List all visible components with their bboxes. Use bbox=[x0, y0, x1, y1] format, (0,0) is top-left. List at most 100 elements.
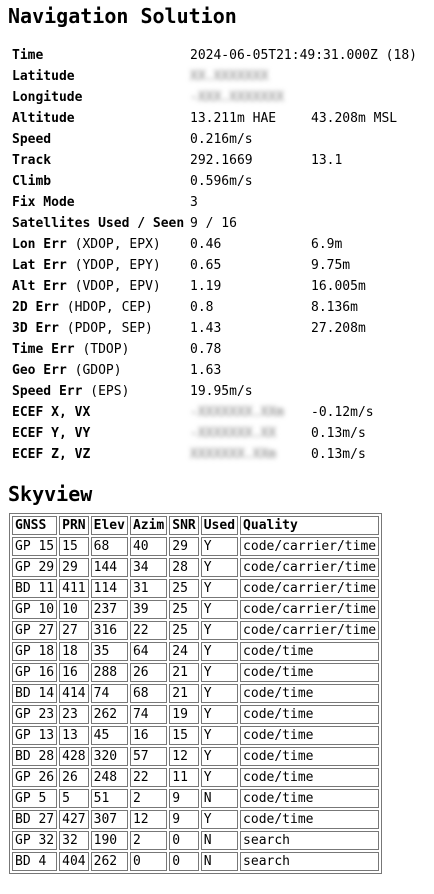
skyview-cell: 427 bbox=[59, 810, 89, 829]
nav-row: Longitude -XXX.XXXXXXX bbox=[10, 87, 419, 108]
skyview-cell: 29 bbox=[59, 558, 89, 577]
skyview-cell: GP 10 bbox=[12, 600, 58, 619]
nav-row-secondary-value: 16.005m bbox=[311, 279, 366, 294]
skyview-cell: 68 bbox=[129, 684, 168, 703]
skyview-cell: 248 bbox=[90, 768, 128, 787]
nav-label-text: Time Err bbox=[12, 342, 75, 357]
skyview-column-header: Quality bbox=[240, 516, 380, 535]
skyview-cell: GP 32 bbox=[12, 831, 58, 850]
nav-row: Climb 0.596m/s bbox=[10, 171, 419, 192]
nav-row: Track 292.1669 13.1 bbox=[10, 150, 419, 171]
nav-row: ECEF Z, VZ XXXXXXX.XXm 0.13m/s bbox=[10, 444, 419, 465]
skyview-cell: 26 bbox=[59, 768, 89, 787]
skyview-cell: 35 bbox=[90, 642, 128, 661]
nav-label-text: Geo Err bbox=[12, 363, 67, 378]
skyview-cell: 18 bbox=[59, 642, 89, 661]
nav-label-text: Latitude bbox=[12, 69, 75, 84]
skyview-cell: 21 bbox=[169, 663, 199, 682]
skyview-cell: 34 bbox=[129, 558, 168, 577]
skyview-cell: 19 bbox=[169, 705, 199, 724]
nav-label-text: 2D Err bbox=[12, 300, 59, 315]
skyview-cell: 2 bbox=[129, 789, 168, 808]
skyview-cell: 29 bbox=[169, 537, 199, 556]
nav-row-value: 1.43 bbox=[190, 321, 222, 336]
nav-row-secondary-value: 6.9m bbox=[311, 237, 343, 252]
skyview-cell: code/time bbox=[240, 768, 380, 787]
skyview-cell: 5 bbox=[59, 789, 89, 808]
skyview-header-row: GNSS PRN Elev Azim SNR Used Quality bbox=[12, 516, 380, 535]
nav-row-label: Lon Err (XDOP, EPX) bbox=[10, 234, 188, 255]
nav-row-label: Time bbox=[10, 45, 188, 66]
skyview-cell: Y bbox=[200, 810, 239, 829]
skyview-cell: 0 bbox=[169, 831, 199, 850]
nav-row-label: Latitude bbox=[10, 66, 188, 87]
nav-row-label: ECEF Y, VY bbox=[10, 423, 188, 444]
nav-label-text: Altitude bbox=[12, 111, 75, 126]
skyview-cell: Y bbox=[200, 600, 239, 619]
nav-row: Lat Err (YDOP, EPY) 0.65 9.75m bbox=[10, 255, 419, 276]
nav-row-label: Altitude bbox=[10, 108, 188, 129]
skyview-cell: Y bbox=[200, 537, 239, 556]
nav-label-subtext: (YDOP, EPY) bbox=[66, 258, 161, 273]
skyview-cell: 64 bbox=[129, 642, 168, 661]
skyview-cell: 32 bbox=[59, 831, 89, 850]
nav-row-value: XX.XXXXXXX bbox=[190, 69, 269, 84]
skyview-cell: code/time bbox=[240, 789, 380, 808]
skyview-cell: 10 bbox=[59, 600, 89, 619]
skyview-column-header: Azim bbox=[129, 516, 168, 535]
skyview-cell: 316 bbox=[90, 621, 128, 640]
nav-row: Latitude XX.XXXXXXX bbox=[10, 66, 419, 87]
nav-row-label: Time Err (TDOP) bbox=[10, 339, 188, 360]
skyview-cell: BD 28 bbox=[12, 747, 58, 766]
skyview-cell: 2 bbox=[129, 831, 168, 850]
nav-label-text: Climb bbox=[12, 174, 52, 189]
nav-label-subtext: (VDOP, EPV) bbox=[66, 279, 161, 294]
nav-row-label: 2D Err (HDOP, CEP) bbox=[10, 297, 188, 318]
skyview-cell: code/time bbox=[240, 810, 380, 829]
skyview-cell: 9 bbox=[169, 789, 199, 808]
nav-label-subtext: (XDOP, EPX) bbox=[66, 237, 161, 252]
nav-row-value: -XXXXXXX.XX bbox=[190, 426, 277, 441]
nav-row-secondary-value: 13.1 bbox=[311, 153, 343, 168]
skyview-cell: code/carrier/time bbox=[240, 579, 380, 598]
skyview-cell: 25 bbox=[169, 600, 199, 619]
skyview-cell: search bbox=[240, 852, 380, 871]
skyview-cell: GP 29 bbox=[12, 558, 58, 577]
nav-label-subtext: (GDOP) bbox=[66, 363, 122, 378]
nav-row-secondary-value bbox=[309, 192, 419, 213]
navigation-solution-table: Time 2024-06-05T21:49:31.000Z (18) Latitud… bbox=[10, 45, 419, 465]
nav-row: 3D Err (PDOP, SEP) 1.43 27.208m bbox=[10, 318, 419, 339]
nav-row-secondary-value bbox=[309, 129, 419, 150]
skyview-cell: code/time bbox=[240, 684, 380, 703]
skyview-cell: code/time bbox=[240, 663, 380, 682]
nav-row-label: Lat Err (YDOP, EPY) bbox=[10, 255, 188, 276]
nav-row: Alt Err (VDOP, EPV) 1.19 16.005m bbox=[10, 276, 419, 297]
skyview-cell: 13 bbox=[59, 726, 89, 745]
nav-label-text: Alt Err bbox=[12, 279, 67, 294]
skyview-column-header: SNR bbox=[169, 516, 199, 535]
skyview-cell: 11 bbox=[169, 768, 199, 787]
skyview-cell: 0 bbox=[129, 852, 168, 871]
skyview-cell: 22 bbox=[129, 621, 168, 640]
nav-row-value: XXXXXXX.XXm bbox=[190, 447, 277, 462]
nav-row-value: 1.19 bbox=[190, 279, 222, 294]
nav-row-value: 9 / 16 bbox=[190, 216, 237, 231]
skyview-cell: code/carrier/time bbox=[240, 537, 380, 556]
skyview-cell: 114 bbox=[90, 579, 128, 598]
nav-row: ECEF Y, VY -XXXXXXX.XX 0.13m/s bbox=[10, 423, 419, 444]
skyview-cell: 45 bbox=[90, 726, 128, 745]
skyview-cell: GP 23 bbox=[12, 705, 58, 724]
skyview-cell: 411 bbox=[59, 579, 89, 598]
skyview-cell: 288 bbox=[90, 663, 128, 682]
skyview-cell: 0 bbox=[169, 852, 199, 871]
skyview-cell: Y bbox=[200, 705, 239, 724]
skyview-cell: Y bbox=[200, 726, 239, 745]
skyview-cell: 320 bbox=[90, 747, 128, 766]
nav-row-label: Satellites Used / Seen bbox=[10, 213, 188, 234]
